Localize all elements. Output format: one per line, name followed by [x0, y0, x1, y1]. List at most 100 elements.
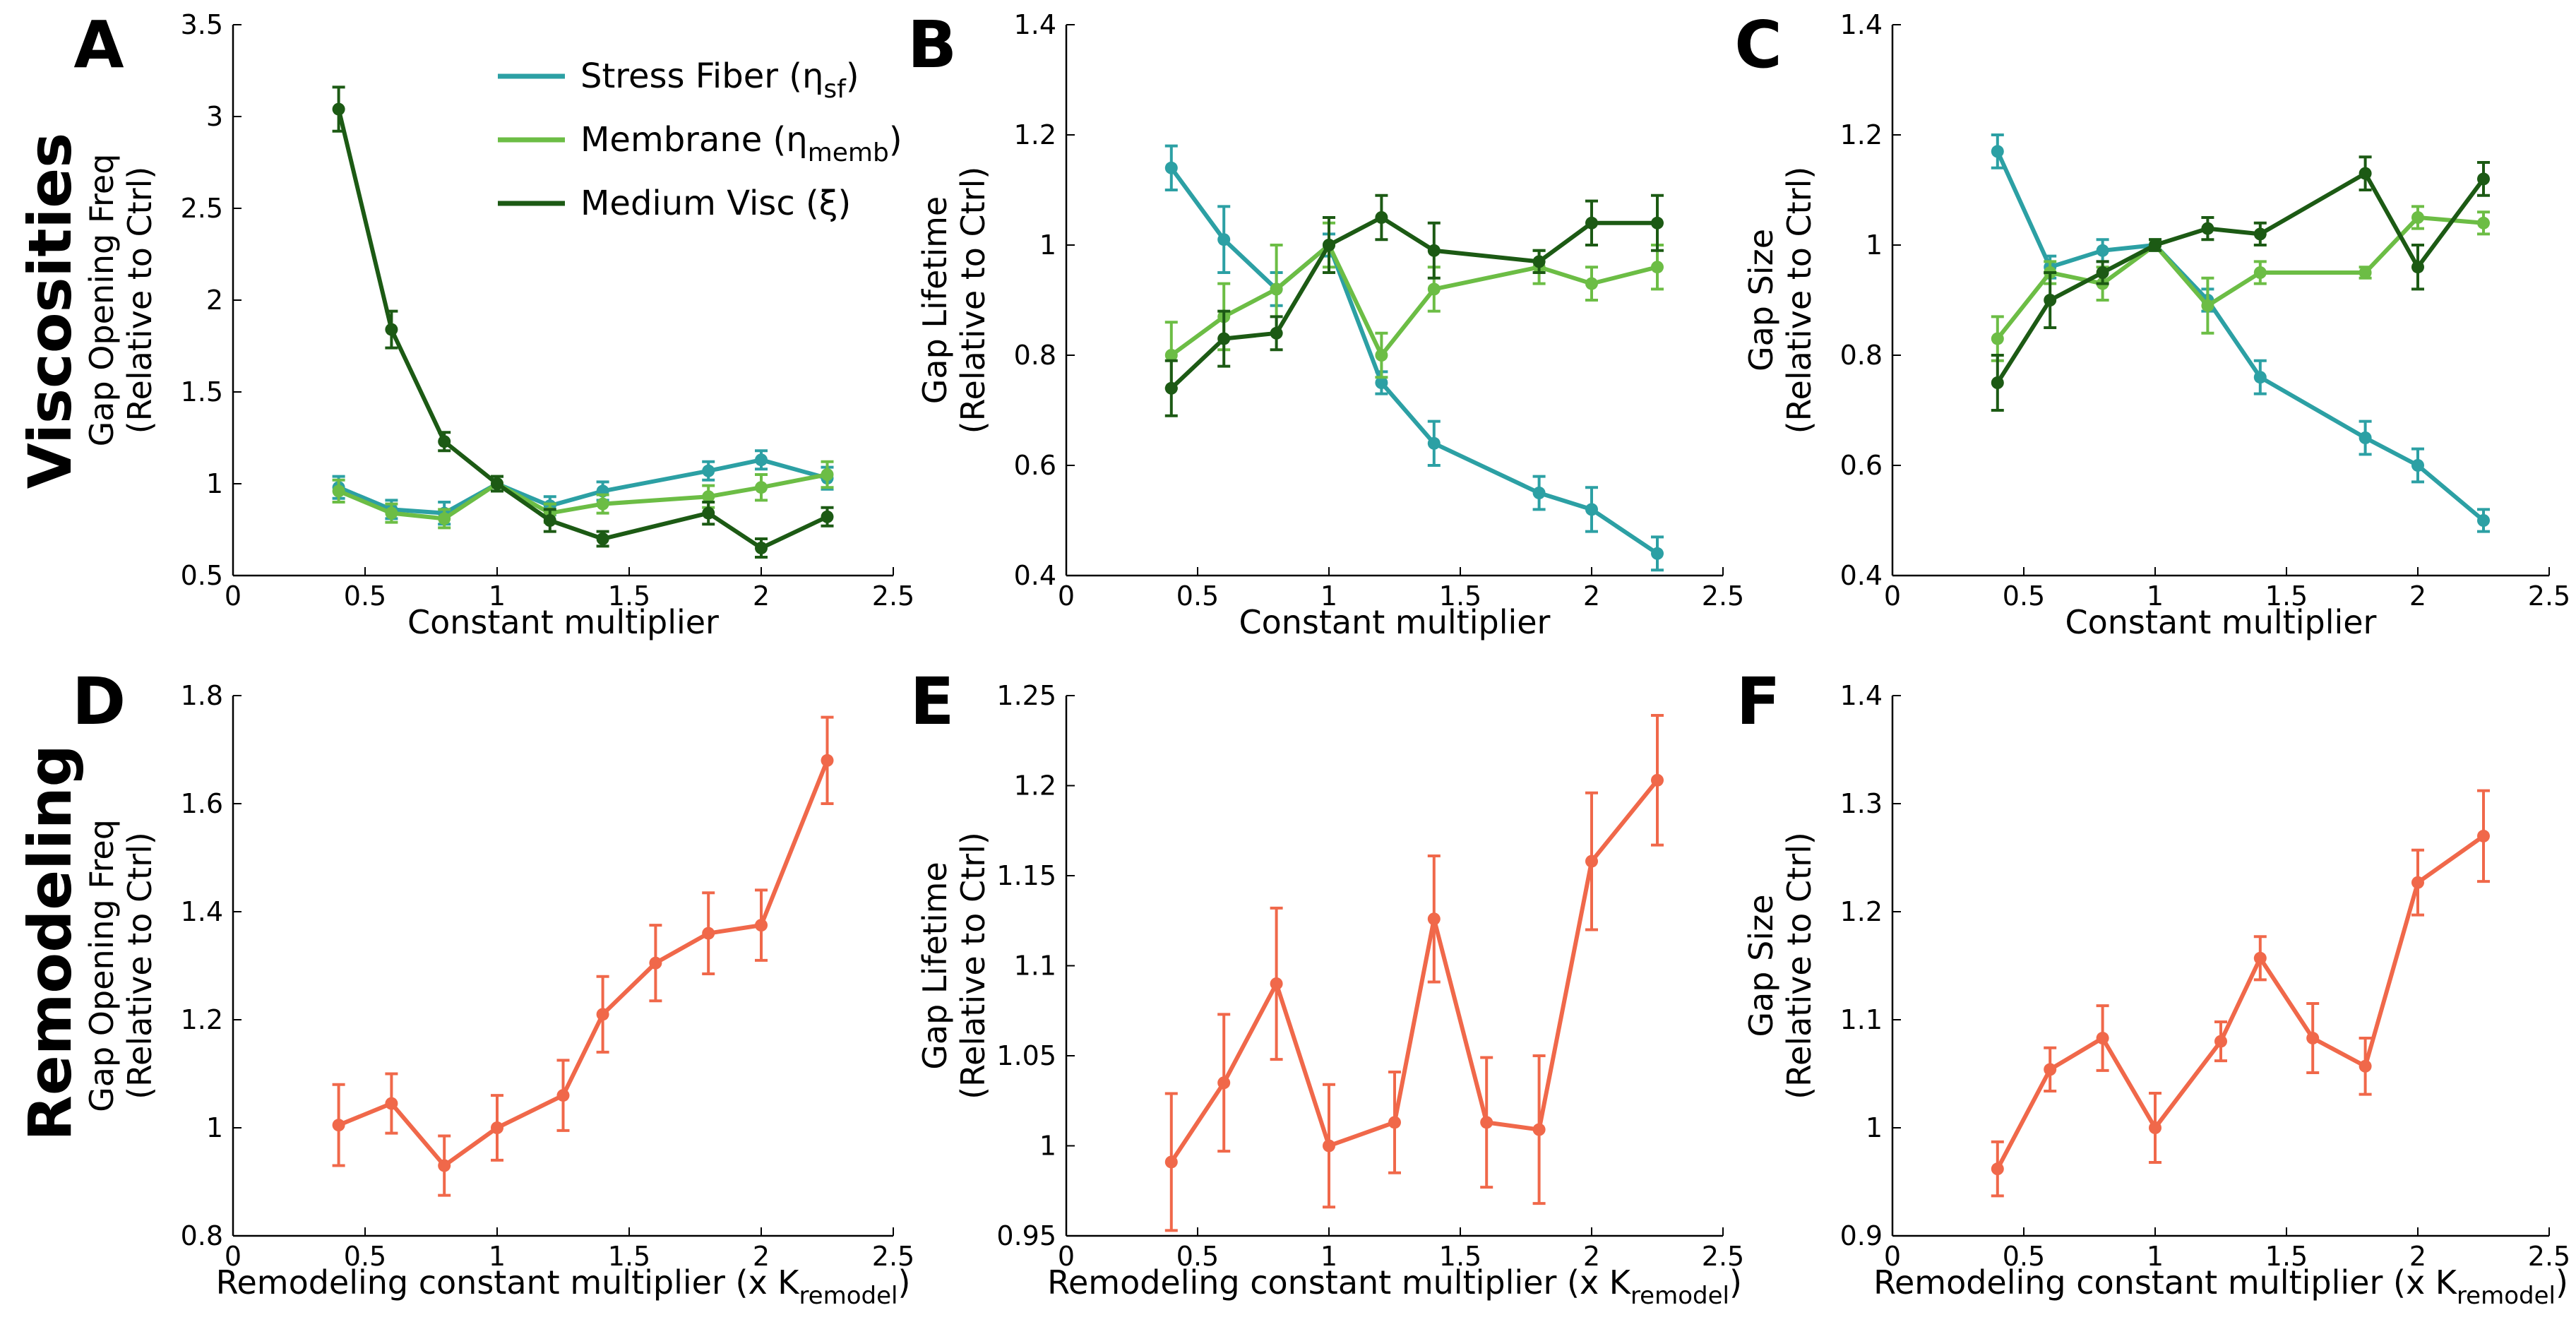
x-axis-label-main: Remodeling constant multiplier (x K: [216, 1263, 801, 1302]
panel-letter: E: [910, 664, 955, 739]
data-point: [1585, 277, 1598, 290]
x-tick-label: 2: [2409, 580, 2426, 612]
data-point: [1427, 436, 1441, 450]
data-point: [702, 506, 715, 520]
y-tick-label: 3: [206, 101, 223, 132]
data-point: [821, 510, 834, 523]
data-point: [385, 323, 398, 336]
x-axis-label-main: Remodeling constant multiplier (x K: [1873, 1263, 2458, 1302]
x-tick-label: 1.5: [2265, 1241, 2308, 1272]
series-remodeling: [1991, 789, 2490, 1198]
y-tick-label: 1.4: [1840, 9, 1883, 40]
data-point: [2411, 261, 2424, 274]
y-tick-label: 1.5: [181, 376, 223, 407]
y-tick-label: 0.5: [181, 560, 223, 591]
x-tick-label: 2: [1583, 580, 1600, 612]
data-point: [702, 927, 715, 940]
y-tick-label: 0.4: [1840, 560, 1883, 591]
series-medium-visc: [1991, 155, 2490, 412]
data-point: [1991, 145, 2004, 158]
data-point: [2359, 167, 2372, 180]
x-tick-label: 2.5: [2528, 580, 2570, 612]
legend-label-main: Medium Visc (ξ): [580, 184, 851, 223]
x-tick-label: 1: [1320, 1241, 1337, 1272]
x-tick-label: 1: [2147, 1241, 2164, 1272]
data-point: [2096, 1032, 2109, 1045]
legend: Stress Fiber (ηsf)Membrane (ηmemb)Medium…: [498, 56, 902, 223]
data-point: [332, 102, 345, 116]
series-remodeling: [1164, 714, 1664, 1232]
data-point: [755, 481, 768, 494]
x-axis-label: Remodeling constant multiplier (x Kremod…: [216, 1263, 911, 1310]
y-tick-label: 1: [1039, 230, 1056, 261]
y-tick-label: 1.2: [1014, 119, 1056, 150]
data-point: [821, 468, 834, 481]
legend-label-main: Membrane (η: [580, 120, 808, 160]
data-point: [1991, 1162, 2004, 1176]
x-tick-label: 0: [1884, 1241, 1901, 1272]
data-point: [596, 1008, 609, 1021]
data-point: [2044, 294, 2057, 306]
data-point: [1427, 282, 1441, 296]
data-point: [2149, 1121, 2161, 1134]
x-tick-label: 2: [753, 580, 770, 612]
x-tick-label: 1.5: [608, 1241, 650, 1272]
y-axis-label: (Relative to Ctrl): [1780, 167, 1818, 434]
x-tick-label: 2: [1583, 1241, 1600, 1272]
data-point: [1480, 1116, 1493, 1129]
series-line: [338, 759, 830, 1168]
legend-label-sub: sf: [823, 75, 847, 104]
data-point: [755, 542, 768, 554]
y-tick-label: 0.4: [1014, 560, 1056, 591]
data-point: [438, 512, 451, 525]
data-point: [2201, 299, 2214, 312]
x-tick-label: 2.5: [872, 580, 914, 612]
data-point: [1270, 282, 1283, 296]
data-point: [2477, 829, 2490, 842]
data-point: [1427, 244, 1441, 257]
x-tick-label: 1: [2147, 580, 2164, 612]
data-point: [1532, 1123, 1546, 1136]
legend-label: Stress Fiber (ηsf): [580, 56, 859, 104]
data-point: [2477, 514, 2490, 527]
y-tick-label: 0.95: [996, 1220, 1056, 1251]
x-tick-label: 2.5: [1702, 580, 1744, 612]
series-line: [1996, 215, 2484, 340]
data-point: [1651, 547, 1664, 560]
x-tick-label: 0.5: [2003, 1241, 2045, 1272]
y-tick-label: 0.8: [181, 1220, 223, 1251]
panel-letter: B: [907, 7, 957, 83]
y-tick-label: 1.2: [1840, 119, 1883, 150]
x-tick-label: 0.5: [344, 1241, 386, 1272]
x-tick-label: 0.5: [2003, 580, 2045, 612]
x-tick-label: 1.5: [1439, 1241, 1481, 1272]
x-tick-label: 1.5: [608, 580, 650, 612]
data-point: [1585, 503, 1598, 516]
series-line: [1169, 215, 1657, 390]
data-point: [1323, 1139, 1335, 1153]
x-axis-label: Constant multiplier: [1239, 603, 1551, 641]
x-tick-label: 0.5: [344, 580, 386, 612]
data-point: [2411, 876, 2424, 889]
panel-letter: A: [73, 7, 124, 83]
panel-E: E 0 0.5 1 1.5 2 2.5 0.95 1 1.05 1.1 1.15 1.2 1.25 Remo…: [910, 664, 1745, 1310]
y-tick-label: 1: [1039, 1131, 1056, 1162]
data-point: [1164, 381, 1178, 395]
data-point: [2149, 239, 2161, 251]
data-point: [491, 1121, 503, 1134]
y-tick-label: 0.9: [1840, 1220, 1883, 1251]
x-axis-label-main: Constant multiplier: [407, 603, 719, 641]
series-line: [338, 458, 828, 516]
y-tick-label: 1.2: [1840, 896, 1883, 927]
y-tick-label: 1.25: [996, 680, 1056, 711]
data-point: [2253, 227, 2267, 241]
series-medium-visc: [332, 85, 834, 559]
data-point: [2477, 216, 2490, 230]
data-point: [755, 453, 768, 467]
x-tick-label: 0.5: [1176, 1241, 1219, 1272]
x-axis-label-sub: remodel: [799, 1282, 898, 1310]
x-axis-label-sub: remodel: [2457, 1282, 2556, 1310]
row-label-bottom: Remodeling: [16, 744, 85, 1141]
x-axis-label-main: Remodeling constant multiplier (x K: [1047, 1263, 1632, 1302]
x-axis-label-tail: ): [898, 1263, 910, 1302]
